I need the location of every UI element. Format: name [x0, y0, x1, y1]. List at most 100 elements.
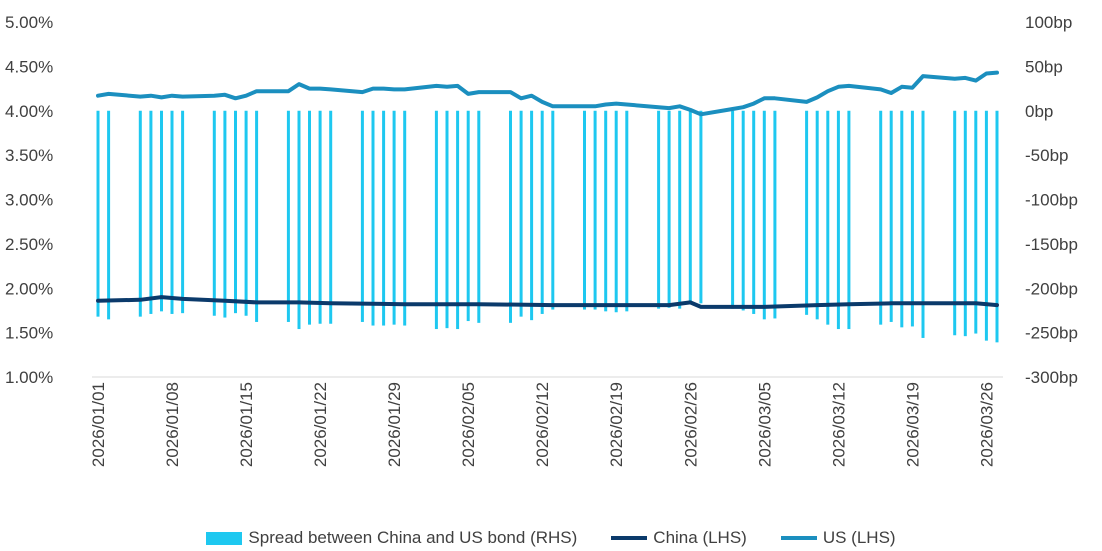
spread-bar [466, 110, 470, 322]
right-tick-label: 50bp [1025, 57, 1063, 76]
spread-bar [910, 110, 914, 327]
legend: Spread between China and US bond (RHS) C… [0, 526, 1102, 550]
spread-bar [731, 110, 735, 309]
spread-bar [149, 110, 153, 314]
spread-bar [223, 110, 227, 318]
spread-bar [773, 110, 777, 319]
spread-bar [974, 110, 978, 334]
spread-bar [879, 110, 883, 325]
spread-bar [244, 110, 248, 316]
spread-bar [688, 110, 692, 304]
spread-bar [815, 110, 819, 320]
spread-bar [477, 110, 481, 323]
left-tick-label: 1.50% [5, 324, 53, 343]
left-tick-label: 2.00% [5, 279, 53, 298]
x-axis: 2026/01/01 2026/01/08 2026/01/15 2026/01/22… [89, 376, 1003, 467]
left-tick-label: 3.50% [5, 146, 53, 165]
china-yield-line [96, 295, 999, 309]
spread-bar [107, 110, 111, 320]
spread-bar [160, 110, 163, 312]
right-tick-label: -300bp [1025, 368, 1078, 387]
spread-bar [234, 110, 237, 314]
left-tick-label: 4.50% [5, 57, 53, 76]
spread-bar [657, 110, 661, 309]
spread-bar [170, 110, 174, 314]
spread-bar [382, 110, 386, 326]
spread-bar [625, 110, 629, 312]
legend-swatch-china [611, 536, 648, 540]
spread-bar [403, 110, 407, 326]
right-tick-label: 100bp [1025, 13, 1072, 32]
spread-bar [604, 110, 608, 312]
spread-bar [530, 110, 534, 321]
x-tick-label: 2026/02/12 [533, 382, 552, 467]
legend-swatch-spread [206, 531, 243, 545]
legend-item-us: US (LHS) [780, 528, 896, 548]
legend-item-china: China (LHS) [611, 528, 747, 548]
spread-bar [445, 110, 449, 329]
spread-bar [329, 110, 333, 324]
spread-bar [181, 110, 185, 314]
left-tick-label: 1.00% [5, 368, 53, 387]
line-series [96, 70, 999, 309]
spread-bar [614, 110, 618, 313]
x-tick-label: 2026/01/22 [311, 382, 330, 467]
spread-bar [456, 110, 460, 330]
spread-bar [836, 110, 840, 330]
spread-bar [212, 110, 216, 316]
spread-bar [699, 110, 703, 304]
spread-bar [847, 110, 851, 330]
spread-bar [752, 110, 756, 314]
spread-bar [678, 110, 682, 309]
left-tick-label: 5.00% [5, 13, 53, 32]
spread-bar [96, 110, 100, 317]
spread-bar [826, 110, 830, 325]
spread-bar [286, 110, 290, 322]
left-tick-label: 3.00% [5, 191, 53, 210]
legend-label-china: China (LHS) [653, 528, 747, 547]
right-tick-label: -250bp [1025, 324, 1078, 343]
spread-bar [434, 110, 438, 330]
spread-bar [889, 110, 893, 322]
right-tick-label: -200bp [1025, 279, 1078, 298]
spread-bar [667, 110, 671, 308]
spread-bar [297, 110, 301, 330]
x-tick-label: 2026/03/12 [829, 382, 848, 467]
x-tick-label: 2026/02/19 [607, 382, 626, 467]
x-tick-label: 2026/03/05 [755, 382, 774, 467]
spread-bar [921, 110, 925, 338]
legend-label-spread: Spread between China and US bond (RHS) [248, 528, 578, 547]
spread-bar [318, 110, 322, 324]
spread-bar [509, 110, 512, 323]
x-tick-label: 2026/02/05 [459, 382, 478, 467]
spread-bar [984, 110, 988, 341]
spread-bar [540, 110, 544, 314]
x-tick-label: 2026/01/01 [89, 382, 108, 467]
spread-bar [900, 110, 904, 328]
spread-bar [392, 110, 396, 325]
x-tick-label: 2026/01/29 [385, 382, 404, 467]
left-tick-label: 4.00% [5, 102, 53, 121]
x-tick-label: 2026/03/19 [903, 382, 922, 467]
x-tick-label: 2026/03/26 [977, 382, 996, 467]
legend-label-us: US (LHS) [822, 528, 896, 547]
legend-item-spread: Spread between China and US bond (RHS) [206, 528, 577, 548]
spread-bar [360, 110, 364, 322]
right-tick-label: -50bp [1025, 146, 1068, 165]
spread-bar [371, 110, 375, 326]
spread-bar [805, 110, 809, 315]
spread-bar [308, 110, 311, 325]
spread-bar [995, 110, 999, 343]
spread-bar [255, 110, 259, 322]
x-tick-label: 2026/01/08 [163, 382, 182, 467]
right-tick-label: -100bp [1025, 191, 1078, 210]
right-axis-ticks: -300bp -250bp -200bp -150bp -100bp -50bp 0bp 50… [1025, 13, 1078, 387]
spread-bar [583, 110, 586, 310]
spread-bar [741, 110, 745, 311]
spread-bar [963, 110, 967, 337]
legend-swatch-us [780, 536, 817, 540]
us-yield-line [96, 70, 999, 117]
spread-bar [953, 110, 957, 336]
spread-bar [593, 110, 597, 310]
